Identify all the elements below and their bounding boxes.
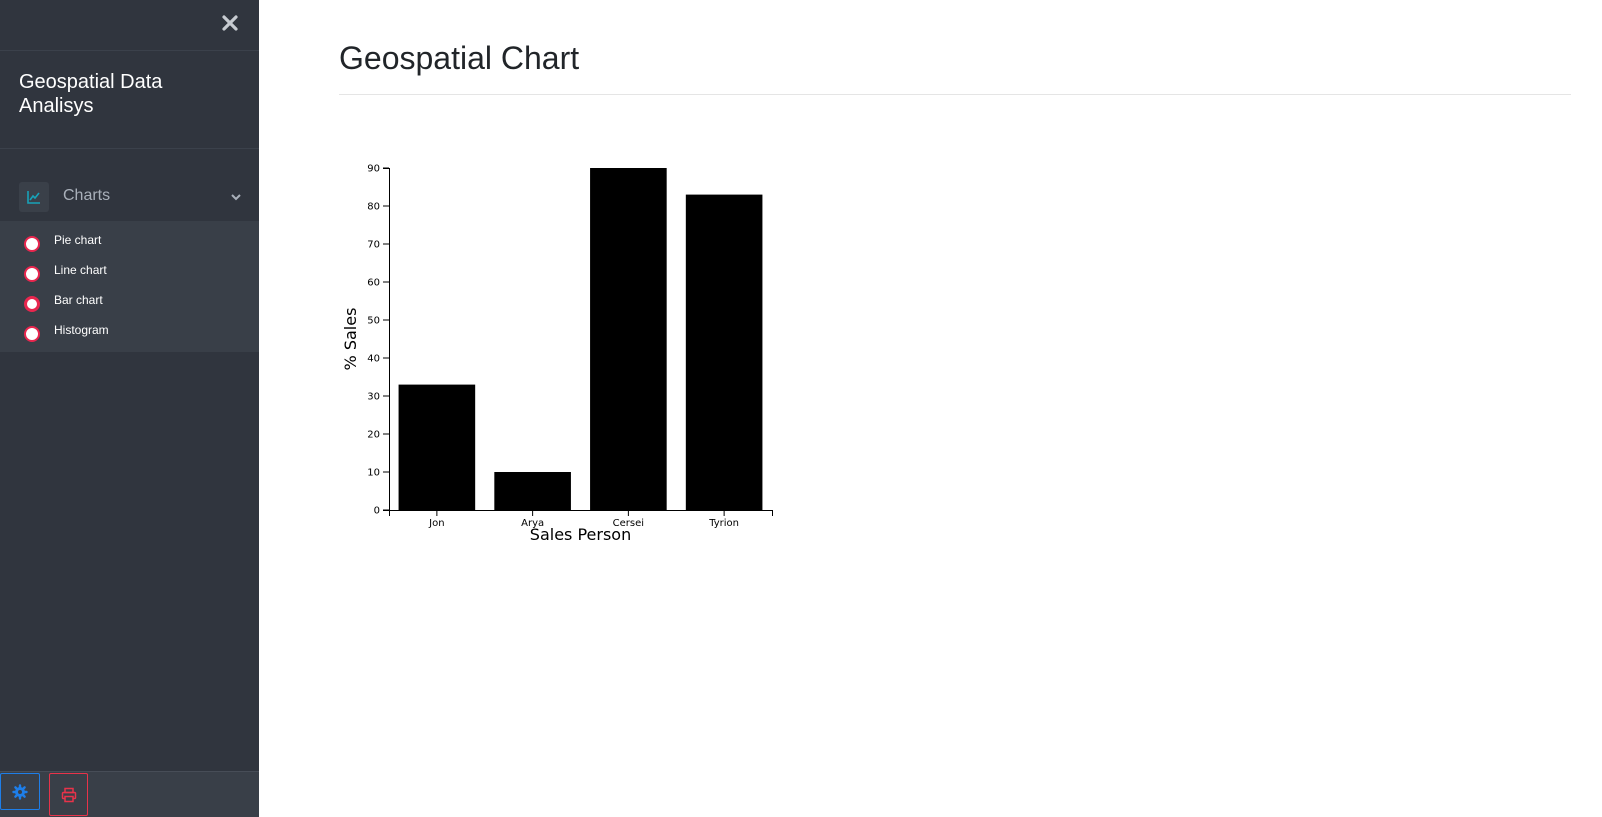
chevron-down-icon xyxy=(231,194,241,201)
radio-selected-icon xyxy=(24,296,40,312)
y-tick-label: 20 xyxy=(367,430,380,441)
sidebar: Geospatial Data Analisys Charts Pie char… xyxy=(0,0,259,817)
bar-tyrion xyxy=(685,194,763,510)
y-tick-label: 70 xyxy=(367,240,380,251)
y-tick-label: 30 xyxy=(367,392,380,403)
charts-submenu: Pie chart Line chart Bar chart Histogram xyxy=(0,221,259,352)
bar-cersei xyxy=(590,168,667,510)
menu-item-label: Histogram xyxy=(54,323,109,337)
brand-title: Geospatial Data Analisys xyxy=(19,71,163,117)
main-content: Geospatial Chart 0 10 20 30 40 50 60 70 80 90 Jon A… xyxy=(259,0,1602,816)
gear-icon xyxy=(12,783,28,800)
print-button[interactable] xyxy=(49,773,88,816)
menu-charts[interactable]: Charts xyxy=(0,176,259,220)
chart-line-icon xyxy=(19,182,49,212)
x-axis-label: Sales Person xyxy=(530,525,631,544)
radio-icon xyxy=(24,326,40,342)
y-tick-label: 60 xyxy=(367,278,380,289)
y-tick-label: 10 xyxy=(367,468,380,479)
y-axis-label: % Sales xyxy=(341,308,360,371)
bar-arya xyxy=(494,472,571,510)
radio-icon xyxy=(24,236,40,252)
sidebar-divider xyxy=(0,50,259,51)
y-tick-label: 80 xyxy=(367,202,380,213)
menu-item-label: Line chart xyxy=(54,263,107,277)
sidebar-footer xyxy=(0,771,259,817)
menu-item-label: Pie chart xyxy=(54,233,102,247)
x-axis-line xyxy=(389,510,773,516)
menu-item-pie-chart[interactable]: Pie chart xyxy=(0,226,259,256)
x-tick-label: Arya xyxy=(521,518,544,529)
bar-chart: 0 10 20 30 40 50 60 70 80 90 Jon Arya Cersei Tyrion Sa… xyxy=(341,164,773,544)
printer-icon xyxy=(61,787,76,802)
sidebar-divider xyxy=(0,148,259,149)
x-tick-label: Cersei xyxy=(613,518,644,529)
bar-jon xyxy=(398,384,476,510)
x-tick-label: Jon xyxy=(428,518,444,529)
radio-icon xyxy=(24,266,40,282)
menu-item-label: Bar chart xyxy=(54,293,103,307)
y-tick-label: 50 xyxy=(367,316,380,327)
y-tick-label: 0 xyxy=(374,506,380,517)
menu-item-bar-chart[interactable]: Bar chart xyxy=(0,286,259,316)
title-divider xyxy=(339,94,1571,95)
page-title: Geospatial Chart xyxy=(339,40,580,76)
x-tick-label: Tyrion xyxy=(708,518,739,529)
menu-item-histogram[interactable]: Histogram xyxy=(0,316,259,346)
y-axis-line xyxy=(383,168,390,511)
menu-charts-label: Charts xyxy=(63,187,111,204)
menu-item-line-chart[interactable]: Line chart xyxy=(0,256,259,286)
close-icon xyxy=(222,15,238,31)
y-tick-label: 90 xyxy=(367,164,380,175)
close-sidebar-button[interactable] xyxy=(217,10,243,36)
settings-button[interactable] xyxy=(0,773,40,810)
y-tick-label: 40 xyxy=(367,354,380,365)
